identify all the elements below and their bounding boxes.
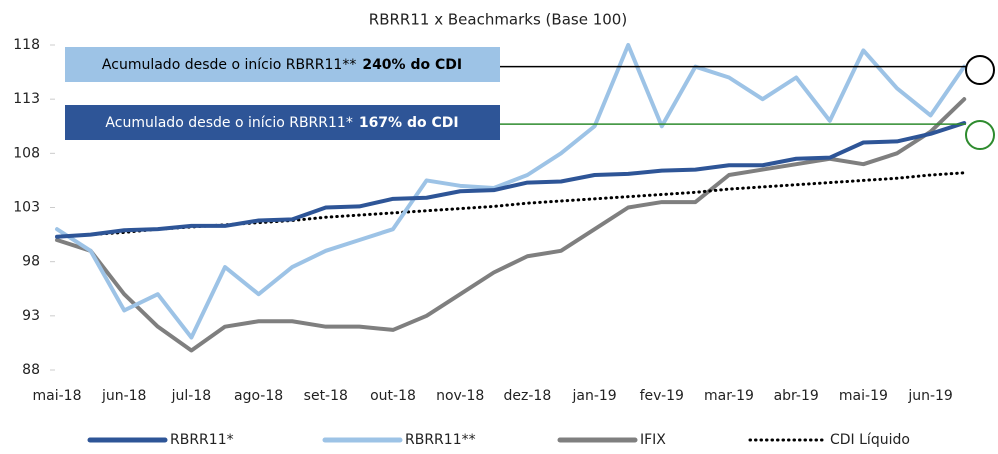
y-tick-label: 88	[22, 362, 40, 378]
series-line	[55, 97, 967, 353]
annotation-box	[65, 47, 500, 82]
y-tick-label: 103	[13, 200, 40, 216]
chart-title: RBRR11 x Beachmarks (Base 100)	[369, 11, 627, 29]
legend-label: CDI Líquido	[830, 432, 910, 448]
x-tick-label: dez-18	[504, 388, 552, 404]
legend-label: RBRR11*	[170, 432, 234, 448]
series-line	[55, 43, 967, 340]
series-line	[55, 171, 966, 239]
x-tick-label: mai-19	[839, 388, 888, 404]
series-line	[55, 121, 967, 239]
legend-label: IFIX	[640, 432, 666, 448]
annotation-circle	[965, 55, 995, 85]
x-tick-label: jul-18	[171, 388, 212, 404]
x-tick-label: nov-18	[436, 388, 484, 404]
annotation-normal: Acumulado desde o início RBRR11*	[105, 115, 352, 131]
y-tick-label: 93	[22, 308, 40, 324]
annotation-text: Acumulado desde o início RBRR11* 167% do …	[105, 115, 458, 131]
annotation-circle	[965, 120, 995, 150]
annotation-bold: 167% do CDI	[359, 115, 459, 131]
annotation-normal: Acumulado desde o início RBRR11**	[102, 57, 356, 73]
x-tick-label: fev-19	[640, 388, 684, 404]
y-tick-label: 113	[13, 91, 40, 107]
x-tick-label: abr-19	[774, 388, 819, 404]
legend-label: RBRR11**	[405, 432, 476, 448]
y-tick-label: 98	[22, 254, 40, 270]
x-tick-label: jun-18	[101, 388, 147, 404]
x-tick-label: jun-19	[907, 388, 953, 404]
x-tick-label: mai-18	[33, 388, 82, 404]
x-tick-label: set-18	[304, 388, 348, 404]
annotation-bold: 240% do CDI	[362, 57, 462, 73]
x-tick-label: jan-19	[571, 388, 616, 404]
x-tick-label: mar-19	[704, 388, 754, 404]
annotation-text: Acumulado desde o início RBRR11** 240% do…	[102, 57, 462, 73]
y-tick-label: 118	[13, 37, 40, 53]
y-tick-label: 108	[13, 145, 40, 161]
x-tick-label: out-18	[370, 388, 416, 404]
annotation-box	[65, 105, 500, 140]
x-tick-label: ago-18	[234, 388, 283, 404]
